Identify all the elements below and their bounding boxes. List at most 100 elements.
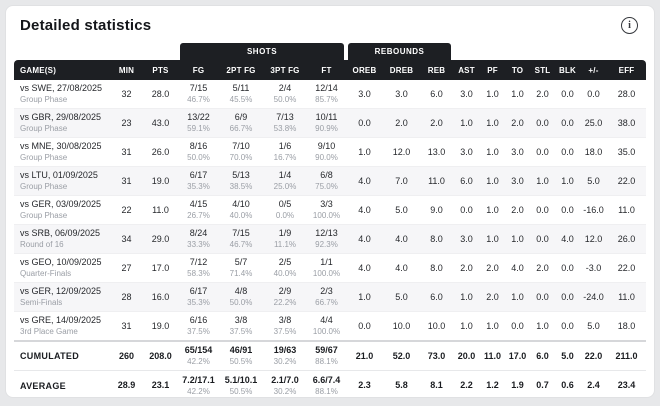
cell-reb: 8.1 — [420, 370, 454, 397]
cell-fg: 6/16 37.5% — [178, 311, 219, 342]
cell-eff: 18.0 — [607, 311, 647, 342]
game-cell: vs SWE, 27/08/2025 Group Phase — [14, 80, 110, 109]
stat-value: 3/8 — [278, 315, 292, 325]
game-row: vs GRE, 14/09/2025 3rd Place Game 31 19.0 6/… — [14, 311, 647, 342]
game-phase: Group Phase — [20, 124, 68, 133]
game-row: vs GEO, 10/09/2025 Quarter-Finals 27 17.0 7/… — [14, 253, 647, 283]
cell-oreb: 1.0 — [346, 137, 383, 167]
cell-ast: 1.0 — [453, 311, 481, 342]
stat-value: 31 — [121, 175, 132, 186]
stat-value: 1.0 — [358, 146, 371, 157]
cell-ft: 2/3 66.7% — [307, 282, 346, 312]
column-header-pts: PTS — [143, 60, 178, 80]
game-title: vs LTU, 01/09/2025 — [20, 170, 98, 180]
stat-value: 12/13 — [315, 228, 338, 238]
cell-dreb: 52.0 — [383, 340, 420, 371]
cell-to: 1.0 — [505, 224, 531, 254]
stat-value: 73.0 — [427, 350, 446, 361]
average-row: AVERAGE 28.9 23.1 7.2/17.1 42.2% 5.1/10.1 50.5… — [14, 370, 647, 397]
stat-percent: 11.1% — [273, 240, 297, 249]
stat-value: 5.0 — [395, 291, 408, 302]
stat-value: 0.0 — [536, 233, 549, 244]
stat-value: 2.0 — [536, 88, 549, 99]
stat-value: 0.0 — [561, 146, 574, 157]
column-group-row: SHOTS REBOUNDS — [14, 43, 646, 60]
stat-value: 10.0 — [427, 320, 446, 331]
stat-value: 52.0 — [392, 350, 411, 361]
stat-value: 5.0 — [561, 350, 574, 361]
cell-ast: 3.0 — [453, 80, 481, 109]
stat-value: 2.0 — [486, 291, 499, 302]
cell-fg3: 3/8 37.5% — [263, 311, 307, 342]
cell-blk: 0.0 — [555, 80, 581, 109]
stat-value: 1.0 — [486, 117, 499, 128]
info-icon[interactable]: i — [621, 17, 638, 34]
stat-percent: 100.0% — [312, 269, 341, 278]
game-phase: Quarter-Finals — [20, 269, 72, 278]
cell-oreb: 1.0 — [346, 282, 383, 312]
stat-value: 1.0 — [536, 175, 549, 186]
stat-percent: 37.5% — [273, 327, 297, 336]
game-row: vs GER, 03/09/2025 Group Phase 22 11.0 4/15 2… — [14, 195, 647, 225]
cell-dreb: 5.8 — [383, 370, 420, 397]
game-row: vs GER, 12/09/2025 Semi-Finals 28 16.0 6/17 3… — [14, 282, 647, 312]
statistics-table: SHOTS REBOUNDS GAME(S) MIN PTS FG 2PT FG… — [14, 43, 647, 397]
cell-eff: 11.0 — [607, 282, 647, 312]
game-phase: Group Phase — [20, 95, 68, 104]
stat-value: 5.8 — [395, 380, 408, 391]
cell-pts: 26.0 — [143, 137, 178, 167]
cell-pf: 1.0 — [480, 166, 506, 196]
cell-pts: 19.0 — [143, 166, 178, 196]
stat-value: 1.0 — [486, 233, 499, 244]
cell-eff: 23.4 — [607, 370, 647, 397]
cell-dreb: 3.0 — [383, 80, 420, 109]
stat-value: 10/11 — [315, 112, 338, 122]
stat-value: 0.0 — [561, 291, 574, 302]
game-row: vs SRB, 06/09/2025 Round of 16 34 29.0 8/24 3… — [14, 224, 647, 254]
stat-value: 17.0 — [151, 262, 170, 273]
stat-value: 13/22 — [187, 112, 210, 122]
stat-value: 4.0 — [358, 175, 371, 186]
cell-reb: 6.0 — [420, 80, 454, 109]
stat-percent: 22.2% — [273, 298, 297, 307]
stat-value: 2/4 — [278, 83, 292, 93]
stat-value: 32 — [121, 88, 132, 99]
row-label-cell: AVERAGE — [14, 370, 110, 397]
stat-value: 1.2 — [486, 380, 499, 391]
cell-stl: 0.0 — [530, 108, 556, 138]
game-phase: 3rd Place Game — [20, 327, 78, 336]
cell-oreb: 4.0 — [346, 253, 383, 283]
cell-blk: 0.0 — [555, 282, 581, 312]
stat-percent: 33.3% — [187, 240, 210, 249]
stat-value: 1/6 — [278, 141, 292, 151]
cell-pm: 5.0 — [580, 166, 608, 196]
cell-pf: 2.0 — [480, 253, 506, 283]
cell-min: 34 — [110, 224, 143, 254]
stat-value: 6.6/7.4 — [312, 374, 341, 385]
stat-value: 8.0 — [430, 262, 443, 273]
stat-value: 34 — [121, 233, 132, 244]
column-header-pf: PF — [480, 60, 506, 80]
column-header-reb: REB — [420, 60, 454, 80]
cell-pm: -3.0 — [580, 253, 608, 283]
stat-value: 21.0 — [355, 350, 374, 361]
cell-pm: 2.4 — [580, 370, 608, 397]
stat-value: 35.0 — [617, 146, 636, 157]
cell-to: 2.0 — [505, 195, 531, 225]
game-title: vs GER, 12/09/2025 — [20, 286, 102, 296]
stat-value: 211.0 — [615, 350, 638, 361]
cell-min: 27 — [110, 253, 143, 283]
stat-value: 28.0 — [617, 88, 636, 99]
stat-value: 4.0 — [395, 233, 408, 244]
stat-value: 7.2/17.1 — [182, 374, 215, 385]
game-title: vs GRE, 14/09/2025 — [20, 315, 102, 325]
stat-value: 1.0 — [486, 175, 499, 186]
cell-fg3: 2.1/7.0 30.2% — [263, 370, 307, 397]
stat-value: -24.0 — [583, 291, 604, 302]
stat-value: 5.0 — [587, 175, 600, 186]
stat-value: 27 — [121, 262, 132, 273]
stat-percent: 58.3% — [187, 269, 210, 278]
cell-blk: 5.0 — [555, 340, 581, 371]
stat-percent: 42.2% — [187, 357, 210, 366]
stat-value: 0.0 — [358, 117, 371, 128]
